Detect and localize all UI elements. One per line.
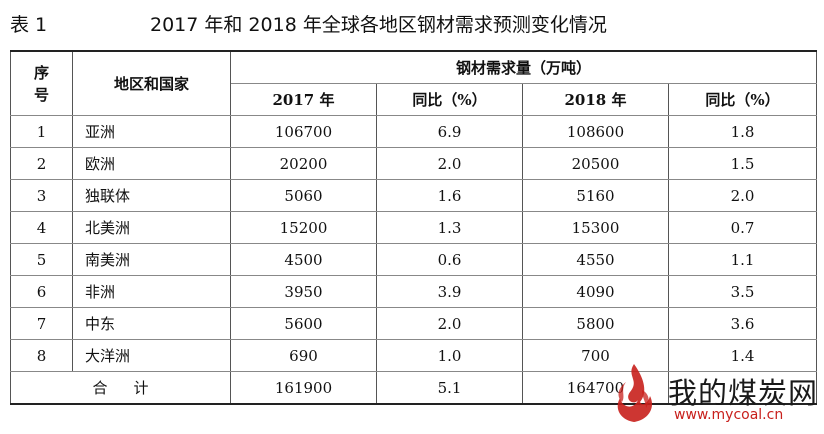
table-caption: 表 1 2017 年和 2018 年全球各地区钢材需求预测变化情况 (0, 6, 824, 40)
table-row: 8 大洋洲 690 1.0 700 1.4 (10, 339, 818, 372)
row-yoy-2017: 1.3 (376, 211, 523, 244)
flame-logo-icon (617, 364, 653, 422)
total-row: 合计 161900 5.1 164700 (10, 371, 818, 405)
header-demand-group: 钢材需求量（万吨） (229, 50, 818, 84)
row-demand-2018: 700 (522, 339, 669, 372)
table-row: 5 南美洲 4500 0.6 4550 1.1 (10, 243, 818, 276)
total-yoy-2017: 5.1 (376, 371, 523, 405)
row-demand-2017: 4500 (230, 243, 377, 276)
header-2018: 2018 年 (522, 83, 669, 116)
row-region: 南美洲 (72, 243, 231, 276)
row-yoy-2018: 0.7 (667, 211, 818, 244)
row-demand-2018: 4090 (522, 275, 669, 308)
row-yoy-2017: 3.9 (376, 275, 523, 308)
row-yoy-2018: 2.0 (667, 179, 818, 212)
header-row-top: 序号 地区和国家 钢材需求量（万吨） (10, 50, 818, 116)
row-demand-2018: 15300 (522, 211, 669, 244)
row-no: 5 (10, 243, 73, 276)
header-2017: 2017 年 (230, 83, 377, 116)
table-row: 2 欧洲 20200 2.0 20500 1.5 (10, 147, 818, 180)
row-demand-2017: 5600 (230, 307, 377, 340)
row-yoy-2018: 1.8 (667, 115, 818, 148)
row-demand-2017: 3950 (230, 275, 377, 308)
row-demand-2017: 15200 (230, 211, 377, 244)
row-demand-2018: 5160 (522, 179, 669, 212)
row-no: 1 (10, 115, 73, 148)
row-demand-2018: 20500 (522, 147, 669, 180)
row-demand-2017: 20200 (230, 147, 377, 180)
row-yoy-2018: 1.5 (667, 147, 818, 180)
row-demand-2018: 5800 (522, 307, 669, 340)
row-demand-2017: 106700 (230, 115, 377, 148)
row-yoy-2017: 1.0 (376, 339, 523, 372)
header-row-sub: 2017 年 同比（%） 2018 年 同比（%） (11, 83, 818, 116)
brand-url: www.mycoal.cn (674, 407, 784, 423)
row-region: 独联体 (72, 179, 231, 212)
row-yoy-2017: 1.6 (376, 179, 523, 212)
total-label: 合计 (10, 371, 231, 405)
table-row: 4 北美洲 15200 1.3 15300 0.7 (10, 211, 818, 244)
brand-name: 我的煤炭网 (668, 376, 819, 410)
header-yoy-2017: 同比（%） (376, 83, 523, 116)
table-title: 2017 年和 2018 年全球各地区钢材需求预测变化情况 (150, 14, 607, 36)
header-yoy-2018: 同比（%） (667, 83, 818, 116)
row-yoy-2018: 3.6 (667, 307, 818, 340)
total-demand-2017: 161900 (230, 371, 377, 405)
row-region: 亚洲 (72, 115, 231, 148)
header-region: 地区和国家 (72, 50, 231, 116)
row-no: 2 (10, 147, 73, 180)
row-demand-2017: 5060 (230, 179, 377, 212)
site-watermark: 我的煤炭网 www.mycoal.cn (604, 360, 820, 432)
row-yoy-2017: 0.6 (376, 243, 523, 276)
total-yoy-2018 (667, 371, 818, 405)
row-yoy-2017: 2.0 (376, 147, 523, 180)
steel-demand-table: 序号 地区和国家 钢材需求量（万吨） 2017 年 同比（%） 2018 年 同… (10, 50, 818, 405)
row-no: 4 (10, 211, 73, 244)
header-no: 序号 (10, 50, 73, 116)
row-yoy-2017: 6.9 (376, 115, 523, 148)
row-demand-2018: 108600 (522, 115, 669, 148)
table-row: 7 中东 5600 2.0 5800 3.6 (10, 307, 818, 340)
row-yoy-2017: 2.0 (376, 307, 523, 340)
table-row: 3 独联体 5060 1.6 5160 2.0 (10, 179, 818, 212)
row-yoy-2018: 3.5 (667, 275, 818, 308)
row-region: 大洋洲 (72, 339, 231, 372)
row-yoy-2018: 1.1 (667, 243, 818, 276)
row-region: 非洲 (72, 275, 231, 308)
table-row: 1 亚洲 106700 6.9 108600 1.8 (10, 115, 818, 148)
row-region: 中东 (72, 307, 231, 340)
row-region: 欧洲 (72, 147, 231, 180)
table-number-label: 表 1 (10, 14, 48, 36)
row-no: 6 (10, 275, 73, 308)
row-demand-2018: 4550 (522, 243, 669, 276)
row-demand-2017: 690 (230, 339, 377, 372)
row-no: 3 (10, 179, 73, 212)
row-region: 北美洲 (72, 211, 231, 244)
row-yoy-2018: 1.4 (667, 339, 818, 372)
row-no: 7 (10, 307, 73, 340)
table-row: 6 非洲 3950 3.9 4090 3.5 (10, 275, 818, 308)
row-no: 8 (10, 339, 73, 372)
